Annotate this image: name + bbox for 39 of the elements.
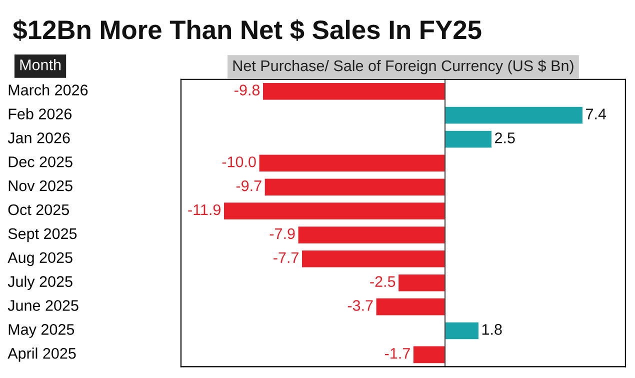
bar — [376, 298, 446, 316]
y-tick-label: May 2025 — [8, 324, 74, 338]
bar — [264, 178, 446, 196]
y-tick-label: Aug 2025 — [8, 252, 72, 266]
bar — [445, 322, 478, 340]
data-label: -7.9 — [270, 228, 295, 240]
y-tick-label: March 2026 — [8, 84, 88, 96]
y-tick-label: July 2025 — [8, 276, 72, 290]
data-label: -11.9 — [188, 204, 220, 216]
bar — [262, 82, 446, 100]
y-tick-label: Dec 2025 — [8, 156, 72, 168]
bar — [413, 346, 446, 364]
y-tick-label: Nov 2025 — [8, 180, 72, 192]
y-tick-label: Feb 2026 — [8, 108, 72, 120]
y-tick-label: Oct 2025 — [8, 204, 69, 216]
data-label: -9.7 — [236, 180, 262, 192]
data-label: -3.7 — [348, 300, 373, 311]
bar — [445, 106, 582, 124]
bar — [224, 202, 446, 220]
y-tick-label: Sept 2025 — [8, 228, 77, 242]
data-label: 2.5 — [495, 132, 515, 144]
y-tick-label: June 2025 — [8, 300, 78, 311]
y-axis-title: Month — [20, 59, 61, 70]
data-label: -9.8 — [234, 84, 260, 96]
bar — [302, 250, 446, 268]
x-axis-title: Net Purchase/ Sale of Foreign Currency (US $ Bn) — [233, 60, 574, 74]
data-label: 7.4 — [586, 108, 606, 120]
bar — [259, 154, 446, 172]
data-label: -1.7 — [385, 348, 410, 359]
data-label: -10.0 — [222, 156, 256, 168]
bar — [298, 226, 446, 244]
bar — [398, 274, 446, 292]
y-tick-label: April 2025 — [8, 348, 76, 362]
y-tick-label: Jan 2026 — [8, 132, 70, 144]
chart-title: $12Bn More Than Net $ Sales In FY25 — [13, 19, 482, 41]
data-label: 1.8 — [482, 324, 502, 335]
data-label: -2.5 — [370, 276, 396, 287]
data-label: -7.7 — [274, 252, 298, 263]
bar — [445, 130, 492, 148]
